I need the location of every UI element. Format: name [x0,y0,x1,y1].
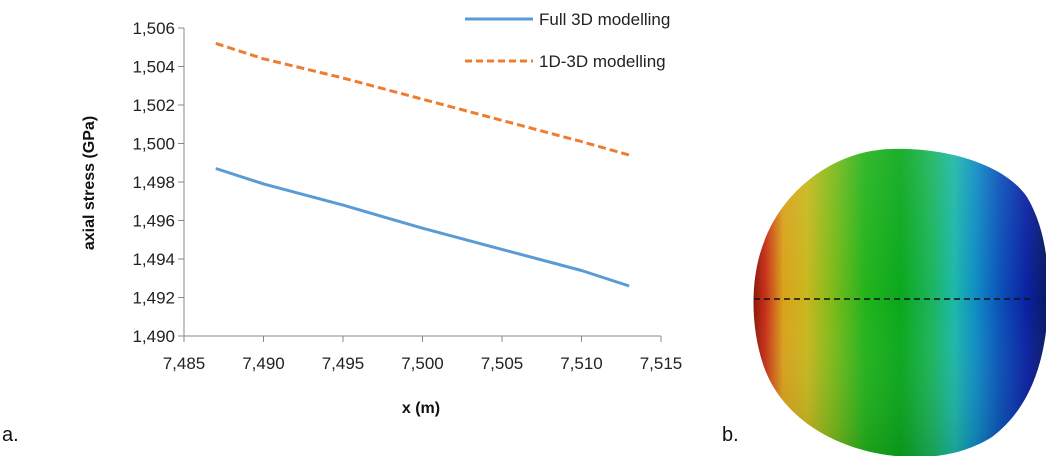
x-tick-label: 7,485 [163,354,206,373]
x-tick-label: 7,495 [322,354,365,373]
y-tick-label: 1,500 [132,135,175,154]
panel-label-a: a. [2,424,19,446]
legend-label-1d-3d: 1D-3D modelling [539,52,666,71]
x-axis-title: x (m) [402,400,440,417]
x-tick-label: 7,515 [640,354,683,373]
y-tick-label: 1,496 [132,212,175,231]
legend: Full 3D modelling 1D-3D modelling [465,10,670,71]
series-line-0 [215,167,630,288]
y-tick-label: 1,492 [132,289,175,308]
y-tick-label: 1,494 [132,250,175,269]
y-ticks: 1,490 1,492 1,494 1,496 1,498 1,500 1,502 1,504… [132,19,184,346]
stress-contour-image [752,147,1046,456]
legend-label-full-3d: Full 3D modelling [539,10,670,29]
x-tick-label: 7,505 [481,354,524,373]
y-tick-label: 1,498 [132,173,175,192]
panel-label-b: b. [722,424,739,446]
series-line-1 [215,41,630,157]
contour-shading [753,148,1046,456]
y-axis-title: axial stress (GPa) [81,116,98,250]
y-tick-label: 1,506 [132,19,175,38]
y-tick-label: 1,490 [132,327,175,346]
y-tick-label: 1,504 [132,58,175,77]
y-tick-label: 1,502 [132,96,175,115]
series-layer [215,41,630,288]
x-ticks: 7,485 7,490 7,495 7,500 7,505 7,510 7,515 [163,336,683,373]
x-tick-label: 7,510 [560,354,603,373]
x-tick-label: 7,490 [242,354,285,373]
contour-svg [753,148,1046,456]
x-tick-label: 7,500 [401,354,444,373]
